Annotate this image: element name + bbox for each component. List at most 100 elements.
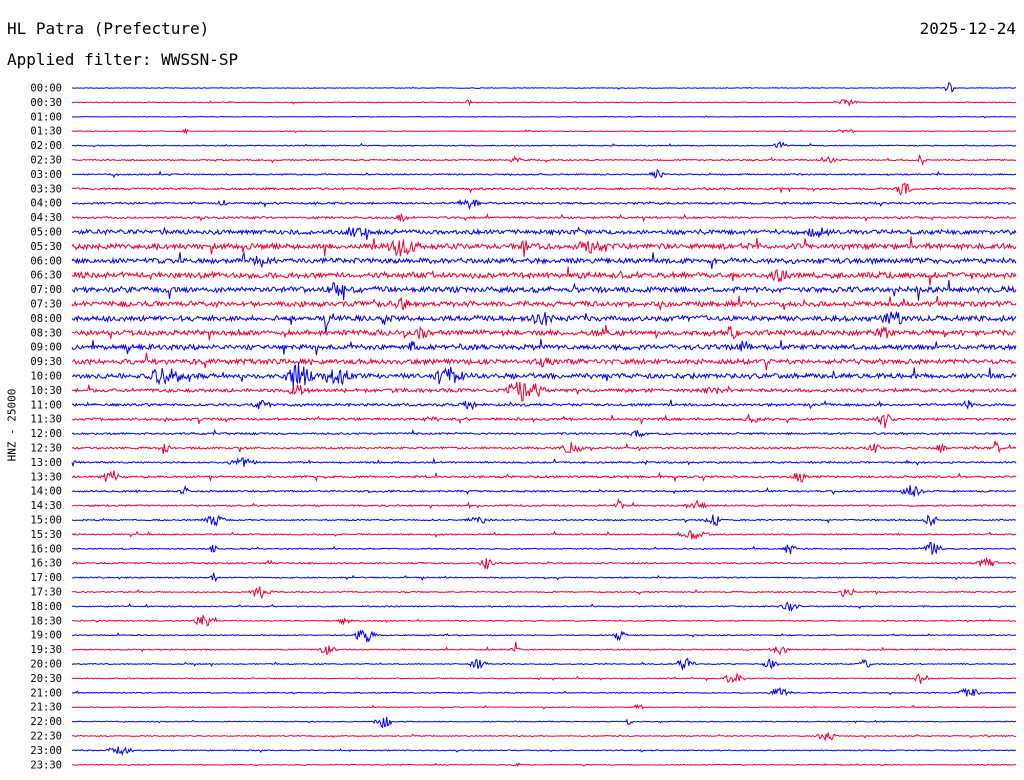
trace-line [71, 182, 1017, 196]
time-label: 07:00 [30, 284, 62, 296]
time-labels: 00:00 00:30 01:00 01:30 02:00 02:30 03:00 03:30… [30, 83, 62, 772]
trace-line [71, 541, 1017, 555]
time-label: 04:30 [30, 212, 62, 224]
time-label: 00:30 [30, 97, 62, 109]
time-label: 17:30 [30, 587, 62, 599]
trace-line [71, 440, 1017, 455]
time-label: 08:30 [30, 327, 62, 339]
trace-line [71, 428, 1017, 438]
trace-line [71, 686, 1017, 697]
trace-line [71, 556, 1017, 570]
trace-line [71, 762, 1017, 767]
time-label: 16:30 [30, 558, 62, 570]
time-label: 15:00 [30, 515, 62, 527]
trace-line [71, 703, 1017, 710]
trace-line [71, 601, 1017, 613]
time-label: 03:30 [30, 183, 62, 195]
trace-line [71, 311, 1017, 334]
trace-line [71, 168, 1017, 179]
time-label: 19:00 [30, 630, 62, 642]
time-label: 10:00 [30, 371, 62, 383]
time-label: 09:30 [30, 356, 62, 368]
trace-line [71, 266, 1017, 286]
trace-line [71, 497, 1017, 510]
trace-line [71, 115, 1017, 119]
trace-line [71, 338, 1017, 356]
time-label: 01:00 [30, 111, 62, 123]
time-label: 06:30 [30, 270, 62, 282]
time-label: 12:30 [30, 443, 62, 455]
plot-date: 2025-12-24 [919, 19, 1016, 38]
time-label: 04:00 [30, 198, 62, 210]
trace-line [71, 212, 1017, 223]
time-label: 05:00 [30, 227, 62, 239]
time-label: 07:30 [30, 299, 62, 311]
trace-line [71, 81, 1017, 93]
trace-line [71, 413, 1017, 429]
time-label: 23:00 [30, 745, 62, 757]
trace-line [71, 226, 1017, 240]
time-label: 14:00 [30, 486, 62, 498]
time-label: 10:30 [30, 385, 62, 397]
time-label: 22:00 [30, 716, 62, 728]
time-label: 20:00 [30, 659, 62, 671]
trace-line [71, 484, 1017, 497]
trace-line [71, 236, 1017, 257]
time-label: 11:30 [30, 414, 62, 426]
trace-line [71, 614, 1017, 627]
time-label: 06:00 [30, 255, 62, 267]
trace-line [71, 586, 1017, 599]
time-label: 15:30 [30, 529, 62, 541]
trace-line [71, 362, 1017, 388]
time-label: 23:30 [30, 759, 62, 771]
time-label: 18:00 [30, 601, 62, 613]
filter-label: Applied filter: WWSSN-SP [7, 50, 239, 69]
time-label: 13:00 [30, 457, 62, 469]
time-label: 13:30 [30, 471, 62, 483]
trace-line [71, 530, 1017, 541]
trace-line [71, 716, 1017, 729]
trace-line [71, 657, 1017, 671]
time-label: 09:00 [30, 342, 62, 354]
trace-line [71, 127, 1017, 135]
trace-line [71, 629, 1017, 643]
trace-line [71, 324, 1017, 341]
time-label: 22:30 [30, 731, 62, 743]
trace-line [71, 672, 1017, 684]
time-label: 05:30 [30, 241, 62, 253]
time-label: 16:00 [30, 543, 62, 555]
trace-line [71, 746, 1017, 757]
time-label: 08:00 [30, 313, 62, 325]
station-title: HL Patra (Prefecture) [7, 19, 210, 38]
time-label: 19:30 [30, 644, 62, 656]
time-label: 03:00 [30, 169, 62, 181]
time-label: 00:00 [30, 83, 62, 95]
seismic-traces [71, 81, 1017, 767]
trace-line [71, 457, 1017, 467]
time-label: 12:00 [30, 428, 62, 440]
time-label: 14:30 [30, 500, 62, 512]
trace-line [71, 198, 1017, 211]
trace-line [71, 732, 1017, 742]
time-label: 02:30 [30, 155, 62, 167]
trace-line [71, 399, 1017, 411]
time-label: 21:00 [30, 687, 62, 699]
trace-line [71, 352, 1017, 371]
trace-line [71, 279, 1017, 301]
trace-line [71, 141, 1017, 149]
trace-line [71, 641, 1017, 656]
trace-line [71, 295, 1017, 312]
trace-line [71, 98, 1017, 107]
trace-line [71, 154, 1017, 166]
trace-line [71, 470, 1017, 483]
trace-line [71, 572, 1017, 583]
time-label: 20:30 [30, 673, 62, 685]
time-label: 18:30 [30, 615, 62, 627]
time-label: 11:00 [30, 399, 62, 411]
trace-line [71, 381, 1017, 402]
time-label: 17:00 [30, 572, 62, 584]
trace-line [71, 251, 1017, 269]
time-label: 01:30 [30, 126, 62, 138]
time-label: 02:00 [30, 140, 62, 152]
